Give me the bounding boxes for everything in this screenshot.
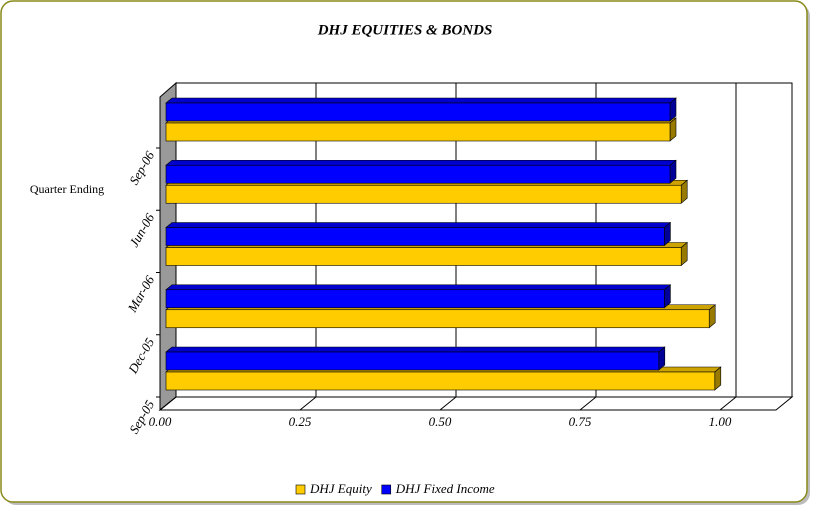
bar bbox=[165, 351, 660, 371]
bar-top bbox=[165, 159, 677, 166]
bar bbox=[165, 102, 671, 122]
tick-mark bbox=[299, 396, 317, 411]
legend-swatch bbox=[381, 484, 392, 495]
bar bbox=[165, 184, 682, 204]
x-tick-label: 1.00 bbox=[709, 414, 732, 429]
x-tick-label: 0.75 bbox=[569, 414, 592, 429]
bar bbox=[165, 227, 665, 246]
chart-title: DHJ EQUITIES & BONDS bbox=[317, 22, 493, 38]
bar-top bbox=[165, 346, 666, 353]
bar bbox=[165, 164, 671, 184]
bar bbox=[165, 122, 671, 142]
x-tick-label: 0.25 bbox=[289, 414, 312, 429]
y-axis-label: Quarter Ending bbox=[30, 182, 104, 196]
x-tick-label: 0.00 bbox=[149, 414, 172, 429]
floor bbox=[158, 396, 794, 411]
bar bbox=[165, 309, 710, 329]
legend-label: DHJ Fixed Income bbox=[395, 481, 495, 496]
bar bbox=[165, 289, 665, 309]
bar-top bbox=[165, 284, 672, 291]
bar-top bbox=[165, 222, 672, 228]
tick-mark bbox=[719, 396, 737, 411]
tick-mark bbox=[579, 396, 597, 411]
bar bbox=[165, 371, 716, 391]
tick-mark bbox=[439, 396, 457, 411]
bar-top bbox=[165, 97, 677, 104]
legend-label: DHJ Equity bbox=[309, 481, 372, 496]
bar bbox=[165, 247, 682, 266]
x-tick-label: 0.50 bbox=[429, 414, 452, 429]
legend-swatch bbox=[295, 484, 306, 495]
